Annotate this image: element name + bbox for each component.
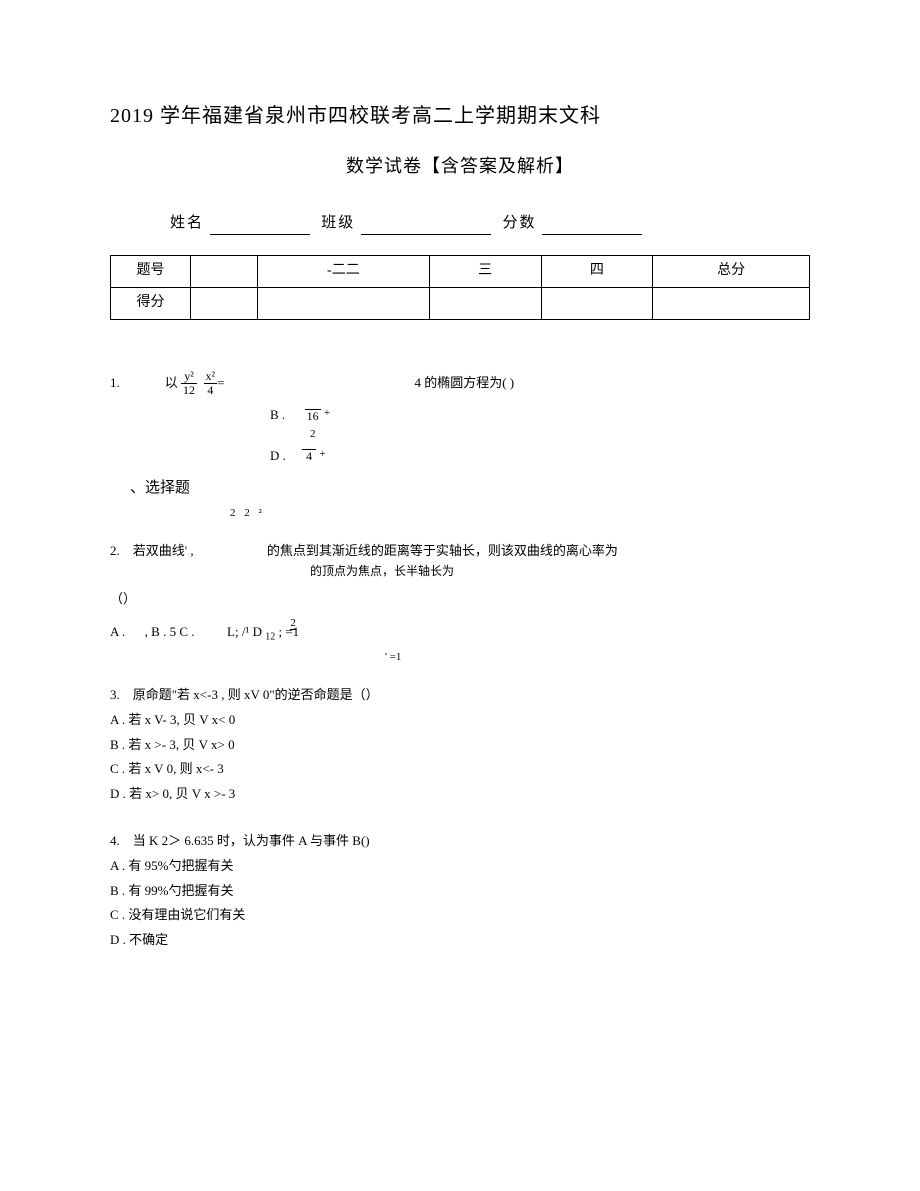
opt-d-fraction: 4 — [302, 449, 316, 463]
q4-option-c: C . 没有理由说它们有关 — [110, 905, 810, 926]
name-blank — [210, 217, 310, 235]
q1-option-d: D . 4 + — [270, 446, 810, 467]
q1-sub-text: 2 2 ² — [230, 505, 810, 523]
table-cell: 题号 — [111, 255, 191, 287]
table-cell — [191, 255, 258, 287]
section-header: 、选择题 — [130, 476, 810, 500]
opt-b-label: B . — [270, 407, 285, 422]
student-info-line: 姓名 班级 分数 — [170, 211, 810, 235]
q4-option-b: B . 有 99%勺把握有关 — [110, 881, 810, 902]
q2-opt-bc: , B . 5 C . — [145, 624, 195, 639]
opt-d-label: D . — [270, 448, 286, 463]
name-label: 姓名 — [170, 215, 204, 231]
frac-denominator: 12 — [181, 384, 197, 397]
q2-options: A . , B . 5 C . L; /¹ D 12 ; =1 2 — [110, 622, 810, 646]
q1-equals: = — [217, 373, 224, 394]
q3-stem: 原命题"若 x<-3 , 则 xV 0"的逆否命题是（） — [133, 687, 379, 702]
q2-number: 2. — [110, 541, 120, 562]
table-cell: -二二 — [258, 255, 430, 287]
q1-fraction-1: y² 12 — [181, 370, 197, 397]
sub-title: 数学试卷【含答案及解析】 — [110, 152, 810, 181]
q3-option-c: C . 若 x V 0, 则 x<- 3 — [110, 759, 810, 780]
q1-fraction-2: x² 4 — [204, 370, 218, 397]
table-cell — [653, 287, 810, 319]
class-blank — [361, 217, 491, 235]
table-cell: 四 — [541, 255, 653, 287]
q2-text-3: 的顶点为焦点，长半轴长为 — [310, 562, 810, 581]
table-cell — [541, 287, 653, 319]
table-cell: 得分 — [111, 287, 191, 319]
opt-d-plus: + — [319, 448, 325, 460]
q2-text-1: 若双曲线' , — [133, 543, 194, 558]
q2-text-2: 的焦点到其渐近线的距离等于实轴长，则该双曲线的离心率为 — [267, 543, 618, 558]
q2-opt-a: A . — [110, 624, 125, 639]
q3-number: 3. — [110, 685, 120, 706]
main-title: 2019 学年福建省泉州市四校联考高二上学期期末文科 — [110, 100, 810, 132]
question-4: 4. 当 K 2＞ 6.635 时，认为事件 A 与事件 B() A . 有 9… — [110, 831, 810, 951]
q4-option-d: D . 不确定 — [110, 930, 810, 951]
q1-number: 1. — [110, 373, 120, 394]
q2-paren: （） — [110, 589, 810, 610]
q4-stem: 当 K 2＞ 6.635 时，认为事件 A 与事件 B() — [133, 833, 370, 848]
q3-option-b: B . 若 x >- 3, 贝 V x> 0 — [110, 735, 810, 756]
q1-option-b: B . 16 + — [270, 405, 810, 426]
class-label: 班级 — [321, 215, 355, 231]
opt-b-2: 2 — [310, 426, 810, 444]
score-table: 题号 -二二 三 四 总分 得分 — [110, 255, 810, 320]
opt-b-fraction: 16 — [305, 409, 321, 423]
q1-suffix: 4 的椭圆方程为( ) — [414, 373, 514, 394]
frac-denominator: 4 — [204, 384, 218, 397]
table-cell — [429, 287, 541, 319]
score-label: 分数 — [503, 215, 537, 231]
q4-option-a: A . 有 95%勺把握有关 — [110, 856, 810, 877]
q2-opt-d3: 2 — [290, 617, 296, 630]
q2-opt-d2: ; =1 — [278, 624, 299, 639]
question-1: 1. 以 y² 12 x² 4 = 4 的椭圆方程为( ) B . 16 + 2… — [110, 370, 810, 523]
table-cell: 总分 — [653, 255, 810, 287]
frac-denominator: 16 — [305, 410, 321, 423]
frac-denominator: 4 — [302, 450, 316, 463]
score-blank — [542, 217, 642, 235]
table-row: 得分 — [111, 287, 810, 319]
frac-numerator: x² — [204, 370, 218, 384]
table-cell — [258, 287, 430, 319]
table-cell — [191, 287, 258, 319]
question-2: 2. 若双曲线' , 的焦点到其渐近线的距离等于实轴长，则该双曲线的离心率为 的… — [110, 541, 810, 667]
opt-b-plus: + — [324, 407, 330, 419]
q2-opt-d1: 12 — [265, 631, 275, 642]
q2-opt-l: L; /¹ D — [227, 624, 262, 639]
q3-option-d: D . 若 x> 0, 贝 V x >- 3 — [110, 784, 810, 805]
frac-numerator: y² — [181, 370, 197, 384]
table-cell: 三 — [429, 255, 541, 287]
question-3: 3. 原命题"若 x<-3 , 则 xV 0"的逆否命题是（） A . 若 x … — [110, 685, 810, 805]
q2-opt-d4: ' =1 — [385, 649, 810, 667]
q4-number: 4. — [110, 831, 120, 852]
q3-option-a: A . 若 x V- 3, 贝 V x< 0 — [110, 710, 810, 731]
table-row: 题号 -二二 三 四 总分 — [111, 255, 810, 287]
q1-prefix: 以 — [165, 373, 178, 394]
